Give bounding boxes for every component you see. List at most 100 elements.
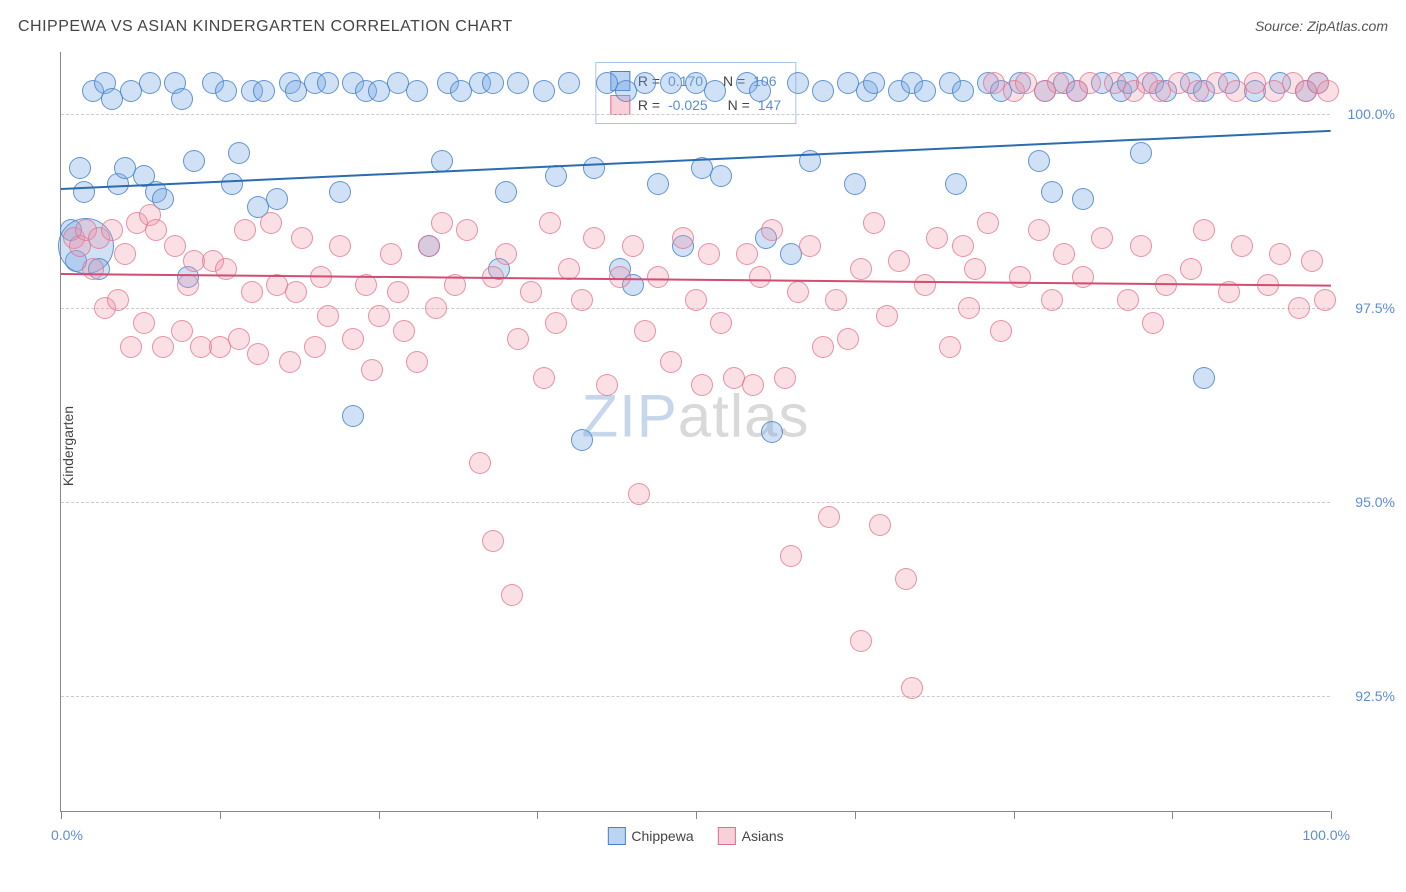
data-point [672,227,694,249]
data-point [685,289,707,311]
data-point [837,328,859,350]
data-point [660,351,682,373]
data-point [368,305,390,327]
x-tick [220,811,221,819]
data-point [279,351,301,373]
data-point [152,336,174,358]
data-point [495,243,517,265]
data-point [660,72,682,94]
gridline-h [61,696,1330,697]
data-point [787,281,809,303]
data-point [266,188,288,210]
data-point [1091,227,1113,249]
data-point [1009,266,1031,288]
y-tick-label: 100.0% [1348,106,1395,122]
data-point [101,219,123,241]
y-tick-label: 95.0% [1355,494,1395,510]
chart-title: CHIPPEWA VS ASIAN KINDERGARTEN CORRELATI… [18,18,513,36]
data-point [914,80,936,102]
data-point [749,266,771,288]
data-point [952,80,974,102]
data-point [571,429,593,451]
data-point [850,630,872,652]
data-point [780,545,802,567]
data-point [628,483,650,505]
data-point [145,219,167,241]
data-point [583,157,605,179]
data-point [1193,219,1215,241]
data-point [698,243,720,265]
series-label-a: Chippewa [631,828,693,844]
data-point [647,173,669,195]
data-point [361,359,383,381]
data-point [228,328,250,350]
data-point [825,289,847,311]
data-point [545,312,567,334]
data-point [73,181,95,203]
data-point [1130,142,1152,164]
data-point [291,227,313,249]
data-point [139,72,161,94]
data-point [1317,80,1339,102]
x-tick [379,811,380,819]
data-point [545,165,567,187]
x-tick [1172,811,1173,819]
data-point [742,374,764,396]
data-point [876,305,898,327]
data-point [812,336,834,358]
gridline-h [61,114,1330,115]
data-point [850,258,872,280]
data-point [183,150,205,172]
watermark-prefix: ZIP [581,383,677,450]
data-point [215,258,237,280]
data-point [736,243,758,265]
y-tick-label: 97.5% [1355,300,1395,316]
data-point [1079,72,1101,94]
series-legend-item-a: Chippewa [607,827,693,845]
data-point [1028,150,1050,172]
x-tick [855,811,856,819]
data-point [501,584,523,606]
data-point [533,80,555,102]
data-point [990,320,1012,342]
data-point [774,367,796,389]
data-point [342,405,364,427]
data-point [634,320,656,342]
data-point [895,568,917,590]
data-point [1041,181,1063,203]
data-point [964,258,986,280]
data-point [120,336,142,358]
data-point [634,72,656,94]
data-point [710,165,732,187]
data-point [393,320,415,342]
data-point [380,243,402,265]
data-point [329,235,351,257]
data-point [171,88,193,110]
data-point [691,374,713,396]
data-point [844,173,866,195]
data-point [431,212,453,234]
data-point [215,80,237,102]
x-tick [1014,811,1015,819]
data-point [571,289,593,311]
data-point [241,281,263,303]
data-point [945,173,967,195]
series-swatch-a [607,827,625,845]
x-axis-min-label: 0.0% [51,827,83,843]
data-point [418,235,440,257]
data-point [177,274,199,296]
data-point [317,72,339,94]
data-point [1193,367,1215,389]
data-point [958,297,980,319]
data-point [171,320,193,342]
data-point [539,212,561,234]
plot-area: ZIPatlas R = 0.170 N = 106 R = -0.025 N … [60,52,1330,812]
data-point [221,173,243,195]
data-point [622,235,644,257]
data-point [1072,266,1094,288]
data-point [1314,289,1336,311]
data-point [926,227,948,249]
data-point [247,343,269,365]
data-point [977,212,999,234]
data-point [704,80,726,102]
